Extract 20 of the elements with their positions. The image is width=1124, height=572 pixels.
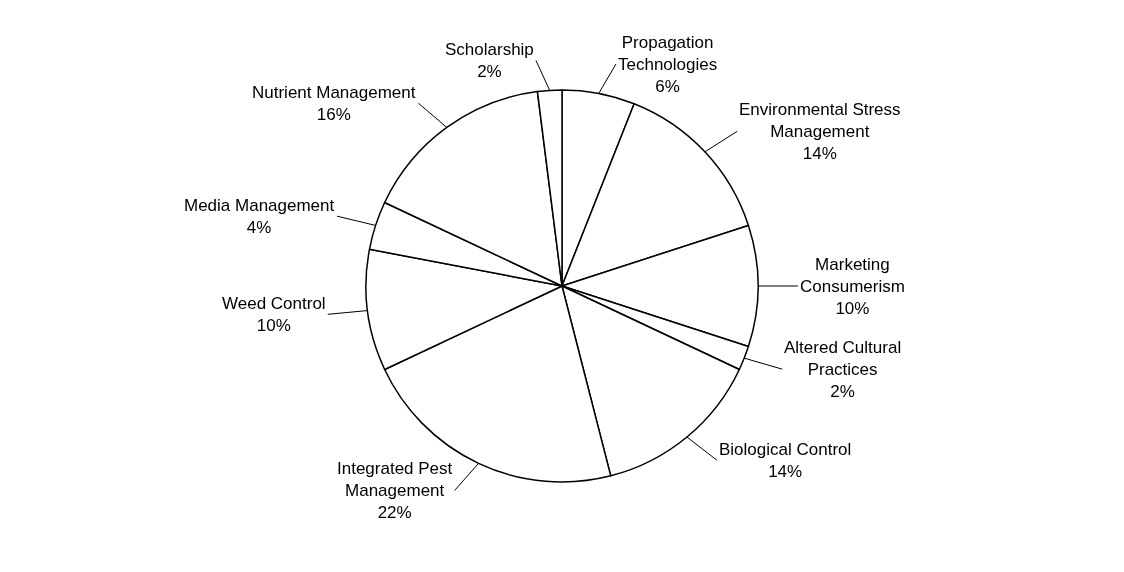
data-label: 14% <box>768 462 803 482</box>
data-label: 16% <box>316 105 351 125</box>
slice-label: Nutrient Management <box>252 83 416 102</box>
data-label: 22% <box>377 503 412 523</box>
data-label: 6% <box>655 77 680 97</box>
slice-label: Integrated Pest Management <box>337 459 453 501</box>
slice-label: Biological Control <box>719 440 852 459</box>
slice-label: Marketing Consumerism <box>800 255 905 297</box>
slice-label: Scholarship <box>445 40 534 59</box>
slice-label: Media Management <box>184 196 335 215</box>
data-label: 14% <box>802 144 837 164</box>
data-label: 2% <box>477 62 502 82</box>
slice-label: Propagation Technologies <box>618 33 718 75</box>
data-label: 4% <box>246 218 272 238</box>
data-label: 10% <box>835 299 870 319</box>
slice-label: Environmental Stress Management <box>739 100 901 142</box>
data-label: 10% <box>256 316 291 336</box>
slice-label: Weed Control <box>222 294 326 313</box>
slice-label: Altered Cultural Practices <box>784 338 902 380</box>
data-label: 2% <box>830 382 855 402</box>
